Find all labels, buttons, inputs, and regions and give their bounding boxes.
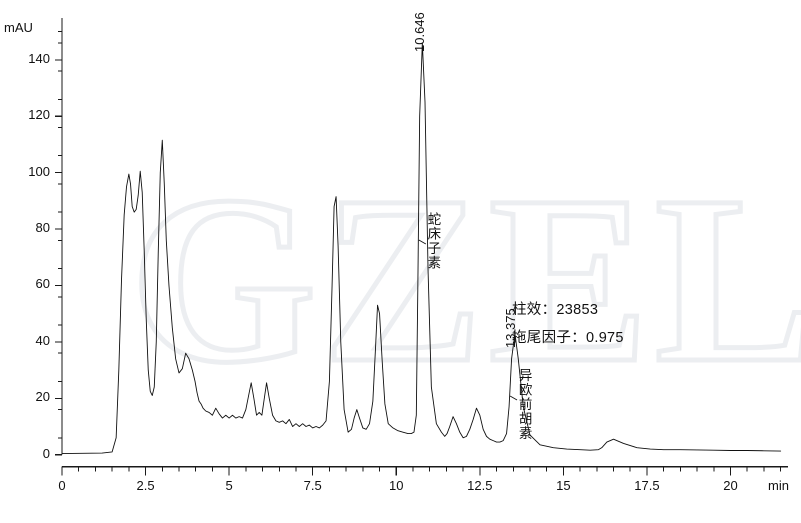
x-axis-unit-label: min	[768, 477, 789, 493]
x-tick-label: 5	[225, 477, 233, 493]
compound-label-isoimperatorin: 异欧前胡素	[516, 368, 532, 441]
y-axis-unit-label: mAU	[4, 20, 33, 35]
y-tick-label: 120	[28, 107, 50, 123]
x-tick-label: 0	[58, 477, 66, 493]
x-axis-ticks	[61, 466, 782, 476]
leader-line	[418, 239, 427, 245]
retention-time-label-osthole: 10.646	[411, 12, 427, 52]
x-tick-label: 15	[556, 477, 571, 493]
x-tick-label: 17.5	[634, 477, 660, 493]
y-tick-label: 0	[42, 445, 50, 461]
leader-line	[509, 395, 518, 401]
x-tick-label: 20	[723, 477, 738, 493]
x-tick-label: 7.5	[303, 477, 322, 493]
y-tick-label: 20	[35, 389, 50, 405]
absorbance-trace	[61, 42, 782, 455]
y-axis-ticks	[55, 31, 62, 456]
y-tick-label: 100	[28, 163, 50, 179]
compound-label-osthole: 蛇床子素	[425, 212, 441, 270]
x-tick-label: 10	[389, 477, 404, 493]
x-tick-label: 2.5	[136, 477, 155, 493]
column-efficiency-metric: 柱效：23853	[512, 302, 599, 318]
annotation-leader-lines	[418, 239, 518, 401]
y-tick-label: 40	[35, 332, 50, 348]
y-tick-label: 60	[35, 276, 50, 292]
y-tick-label: 80	[35, 220, 50, 236]
x-tick-label: 12.5	[467, 477, 493, 493]
y-tick-label: 140	[28, 50, 50, 66]
tailing-factor-metric: 拖尾因子：0.975	[512, 330, 624, 346]
